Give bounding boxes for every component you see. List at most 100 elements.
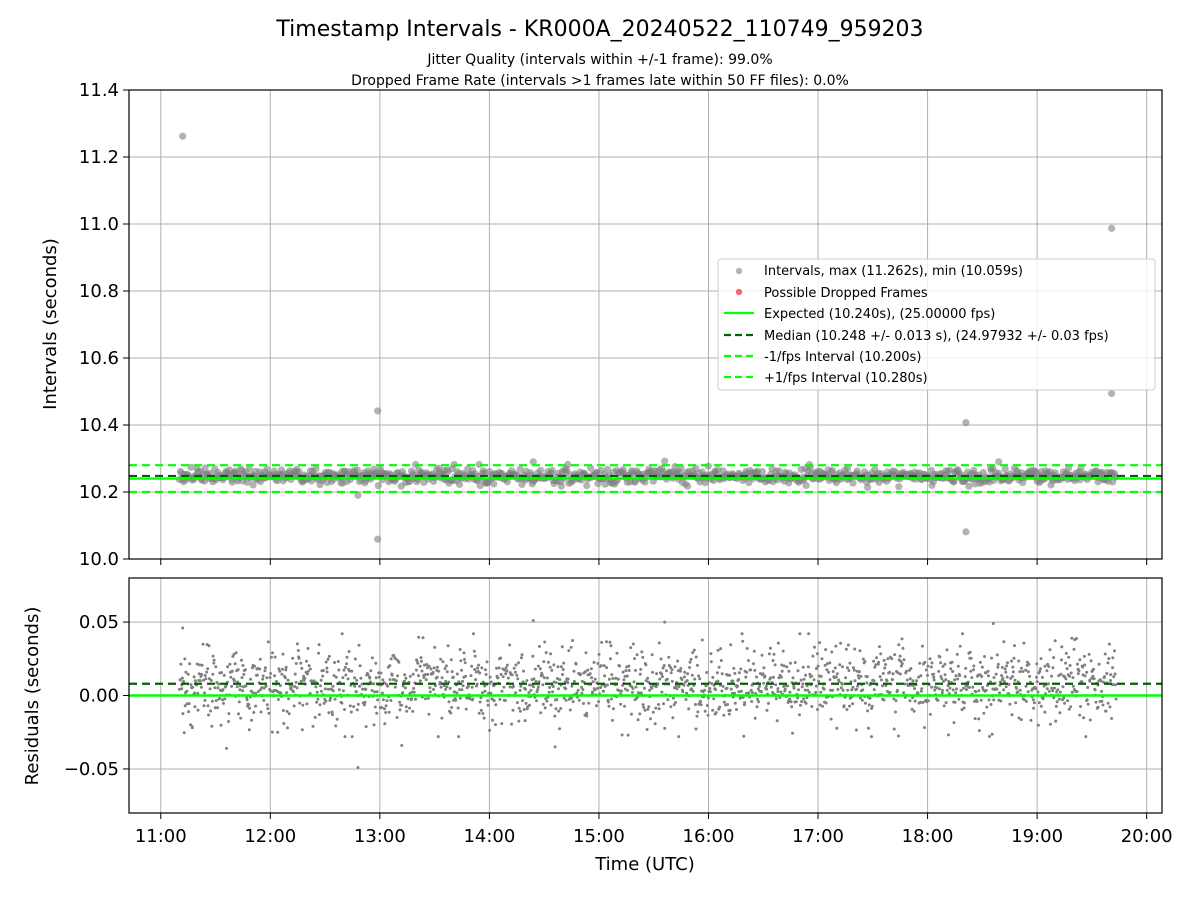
residual-point — [363, 700, 367, 704]
residual-point — [660, 675, 664, 679]
residual-point — [368, 676, 372, 680]
residual-point — [424, 678, 428, 682]
residual-point — [348, 704, 352, 708]
residual-point — [609, 644, 613, 648]
residual-point — [632, 680, 636, 684]
chart-subtitle-dropped: Dropped Frame Rate (intervals >1 frames … — [351, 73, 849, 89]
residual-point — [577, 698, 581, 702]
residual-point — [570, 684, 574, 688]
residual-point — [1070, 690, 1074, 694]
residual-point — [483, 668, 487, 672]
residual-point — [690, 687, 694, 691]
residual-point — [1037, 701, 1041, 705]
residual-point — [517, 661, 520, 665]
residual-point — [958, 674, 962, 678]
residual-point — [473, 654, 477, 658]
residual-point — [408, 706, 412, 710]
residual-point — [791, 676, 795, 680]
residual-point — [942, 704, 946, 708]
residual-point — [238, 684, 242, 688]
residual-point — [177, 687, 181, 691]
residual-point — [559, 707, 563, 710]
residual-point — [855, 687, 859, 691]
legend-box — [717, 258, 1156, 391]
residual-point — [436, 665, 439, 669]
residual-point — [727, 712, 731, 716]
residual-point — [900, 637, 904, 641]
residual-point — [500, 722, 504, 726]
residual-point — [541, 702, 545, 706]
residual-point — [538, 667, 542, 671]
residual-point — [427, 664, 431, 668]
residual-point — [596, 686, 600, 690]
residual-point — [1024, 684, 1028, 688]
residual-point — [326, 657, 330, 661]
residual-point — [1055, 700, 1059, 704]
residual-point — [405, 709, 409, 713]
residual-point — [971, 685, 975, 689]
interval-point — [476, 482, 484, 490]
residual-point — [330, 710, 334, 714]
residual-point — [187, 710, 191, 714]
residual-point — [373, 690, 377, 694]
residual-point — [200, 663, 204, 667]
residual-point — [542, 660, 546, 664]
residual-point — [779, 690, 783, 694]
residual-point — [414, 697, 418, 701]
interval-outlier-point — [374, 407, 382, 415]
interval-point — [503, 478, 511, 486]
residual-point — [590, 676, 594, 680]
residual-point — [183, 704, 187, 708]
residual-point — [650, 653, 654, 657]
residual-point — [385, 699, 389, 703]
residual-point — [472, 649, 476, 653]
residual-point — [769, 685, 773, 689]
residual-point — [814, 690, 818, 694]
residual-point — [760, 653, 764, 657]
residual-point — [343, 665, 347, 669]
residual-point — [512, 684, 515, 688]
residual-point — [536, 685, 540, 689]
residual-point — [308, 667, 312, 671]
interval-point — [895, 483, 903, 491]
residual-point — [286, 678, 290, 682]
residual-point — [782, 664, 786, 668]
residual-point — [852, 666, 855, 670]
residual-point — [428, 686, 432, 690]
residual-point — [901, 646, 905, 650]
residual-point — [561, 673, 564, 676]
residual-point — [958, 644, 962, 648]
residual-point — [525, 679, 529, 683]
residual-point — [639, 691, 643, 695]
residual-point — [908, 677, 912, 681]
residual-point — [729, 643, 733, 647]
residual-point — [969, 669, 973, 673]
residual-point — [552, 663, 556, 667]
residual-point — [873, 665, 877, 669]
residual-point — [494, 723, 497, 727]
interval-point — [1001, 465, 1009, 473]
residual-point — [383, 707, 386, 711]
residual-point — [677, 735, 681, 739]
residual-point — [660, 690, 664, 694]
residual-point — [978, 660, 982, 664]
residual-point — [1097, 662, 1101, 666]
residual-point — [277, 667, 281, 671]
residual-point — [777, 676, 781, 680]
chart-subtitle-jitter: Jitter Quality (intervals within +/-1 fr… — [426, 52, 772, 68]
residual-point — [909, 667, 913, 670]
residual-point — [331, 689, 335, 693]
interval-point — [516, 465, 524, 473]
residual-point — [955, 652, 959, 656]
residual-point — [802, 677, 806, 681]
residual-point — [1068, 664, 1072, 667]
residual-point — [408, 691, 412, 695]
residual-point — [192, 675, 196, 679]
residual-point — [928, 712, 932, 716]
residual-point — [404, 705, 408, 709]
residual-point — [875, 656, 878, 660]
residual-point — [893, 653, 897, 657]
interval-outlier-point — [995, 458, 1003, 466]
residual-point — [763, 674, 767, 678]
residual-outlier-point — [400, 743, 404, 747]
